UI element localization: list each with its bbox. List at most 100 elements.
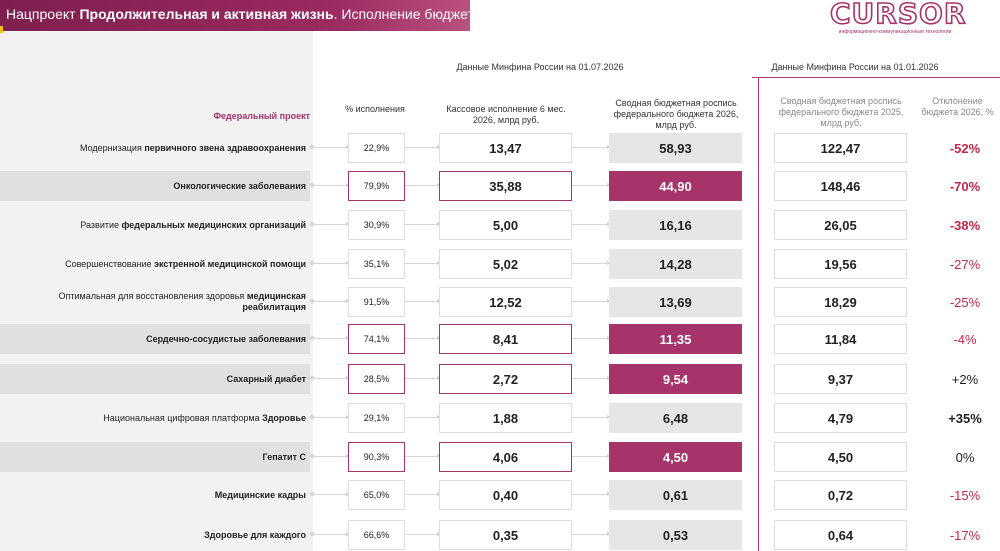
row-connector — [310, 532, 350, 536]
row-connector — [310, 492, 350, 496]
row-connector — [572, 222, 611, 226]
deviation-cell: +35% — [948, 410, 982, 426]
budget-2026-cell: 58,93 — [609, 133, 742, 163]
row-connector — [572, 336, 611, 340]
row-connector — [405, 336, 441, 340]
percent-cell: 22,9% — [348, 133, 405, 163]
percent-cell: 90,3% — [348, 442, 405, 472]
page-title: Нацпроект Продолжительная и активная жиз… — [6, 6, 482, 22]
row-connector — [310, 145, 350, 149]
deviation-cell: -17% — [949, 527, 981, 543]
column-header-budget-2025: Сводная бюджетная роспись федерального б… — [778, 96, 904, 128]
row-connector — [572, 532, 611, 536]
cash-cell: 5,02 — [439, 249, 572, 279]
source-note-july: Данные Минфина России на 01.07.2026 — [456, 62, 624, 72]
row-connector — [405, 376, 441, 380]
table-row: Здоровье для каждого 66,6% 0,35 0,53 0,64 -17… — [0, 520, 1000, 550]
deviation-cell: -27% — [949, 256, 981, 272]
row-connector — [405, 261, 441, 265]
budget-2025-cell: 18,29 — [774, 287, 907, 317]
row-connector — [405, 492, 441, 496]
table-row: Гепатит С 90,3% 4,06 4,50 4,50 0% — [0, 442, 1000, 472]
row-highlight-band — [0, 442, 310, 472]
deviation-cell: -52% — [949, 140, 981, 156]
deviation-cell: -15% — [949, 487, 981, 503]
budget-2026-cell: 0,61 — [609, 480, 742, 510]
row-connector — [572, 183, 611, 187]
budget-2025-cell: 148,46 — [774, 171, 907, 201]
percent-cell: 30,9% — [348, 210, 405, 240]
project-name: Сахарный диабет — [226, 373, 306, 384]
row-connector — [572, 299, 611, 303]
row-connector — [572, 415, 611, 419]
budget-2026-cell: 13,69 — [609, 287, 742, 317]
cash-cell: 0,40 — [439, 480, 572, 510]
cash-cell: 0,35 — [439, 520, 572, 550]
budget-2026-cell: 0,53 — [609, 520, 742, 550]
cash-cell: 8,41 — [439, 324, 572, 354]
project-name: Здоровье для каждого — [204, 529, 306, 540]
row-connector — [310, 261, 350, 265]
table-row: Оптимальная для восстановления здоровья … — [0, 287, 1000, 317]
source-divider-line — [752, 77, 1000, 78]
project-name: Оптимальная для восстановления здоровья … — [58, 291, 306, 312]
deviation-cell: 0% — [955, 449, 975, 465]
table-row: Развитие федеральных медицинских организ… — [0, 210, 1000, 240]
budget-2026-cell: 6,48 — [609, 403, 742, 433]
percent-cell: 91,5% — [348, 287, 405, 317]
row-connector — [405, 222, 441, 226]
row-highlight-band — [0, 324, 310, 354]
cursor-logo: CURSOR информационно-коммуникационные те… — [829, 0, 967, 38]
cash-cell: 1,88 — [439, 403, 572, 433]
cash-cell: 5,00 — [439, 210, 572, 240]
cash-cell: 12,52 — [439, 287, 572, 317]
budget-2025-cell: 4,79 — [774, 403, 907, 433]
row-connector — [572, 145, 611, 149]
budget-2026-cell: 11,35 — [609, 324, 742, 354]
column-header-deviation: Отклонение бюджета 2026, % — [921, 96, 994, 117]
percent-cell: 65,0% — [348, 480, 405, 510]
project-name: Развитие федеральных медицинских организ… — [80, 219, 306, 230]
title-bar: Нацпроект Продолжительная и активная жиз… — [0, 0, 482, 31]
source-note-january: Данные Минфина России на 01.01.2026 — [771, 62, 939, 72]
table-row: Сердечно-сосудистые заболевания 74,1% 8,41… — [0, 324, 1000, 354]
table-row: Модернизация первичного звена здравоохра… — [0, 133, 1000, 163]
project-name: Гепатит С — [262, 451, 306, 462]
deviation-cell: -38% — [949, 217, 981, 233]
row-connector — [572, 261, 611, 265]
percent-cell: 66,6% — [348, 520, 405, 550]
title-accent-mark — [0, 26, 3, 33]
project-name: Онкологические заболевания — [173, 180, 306, 191]
budget-2025-cell: 26,05 — [774, 210, 907, 240]
column-header-cash: Кассовое исполнение 6 мес. 2026, млрд ру… — [446, 104, 566, 125]
row-connector — [310, 222, 350, 226]
column-header-budget-2026: Сводная бюджетная роспись федерального б… — [613, 98, 739, 130]
cash-cell: 2,72 — [439, 364, 572, 394]
table-row: Медицинские кадры 65,0% 0,40 0,61 0,72 -15% — [0, 480, 1000, 510]
project-name: Медицинские кадры — [214, 489, 306, 500]
row-connector — [405, 532, 441, 536]
budget-2025-cell: 0,72 — [774, 480, 907, 510]
row-highlight-band — [0, 171, 310, 201]
comparison-frame — [758, 77, 1000, 551]
budget-2025-cell: 122,47 — [774, 133, 907, 163]
row-connector — [405, 415, 441, 419]
percent-cell: 74,1% — [348, 324, 405, 354]
row-connector — [572, 492, 611, 496]
budget-2025-cell: 4,50 — [774, 442, 907, 472]
deviation-cell: +2% — [951, 371, 979, 387]
table-row: Онкологические заболевания 79,9% 35,88 44,9… — [0, 171, 1000, 201]
percent-cell: 29,1% — [348, 403, 405, 433]
budget-2025-cell: 19,56 — [774, 249, 907, 279]
row-connector — [405, 183, 441, 187]
budget-2026-cell: 44,90 — [609, 171, 742, 201]
deviation-cell: -4% — [953, 331, 977, 347]
row-connector — [405, 145, 441, 149]
project-name: Модернизация первичного звена здравоохра… — [79, 142, 306, 153]
budget-2026-cell: 9,54 — [609, 364, 742, 394]
budget-2026-cell: 14,28 — [609, 249, 742, 279]
project-name: Совершенствование экстренной медицинской… — [65, 258, 306, 269]
deviation-cell: -25% — [949, 294, 981, 310]
logo-wordmark: CURSOR — [829, 0, 967, 30]
row-connector — [405, 299, 441, 303]
